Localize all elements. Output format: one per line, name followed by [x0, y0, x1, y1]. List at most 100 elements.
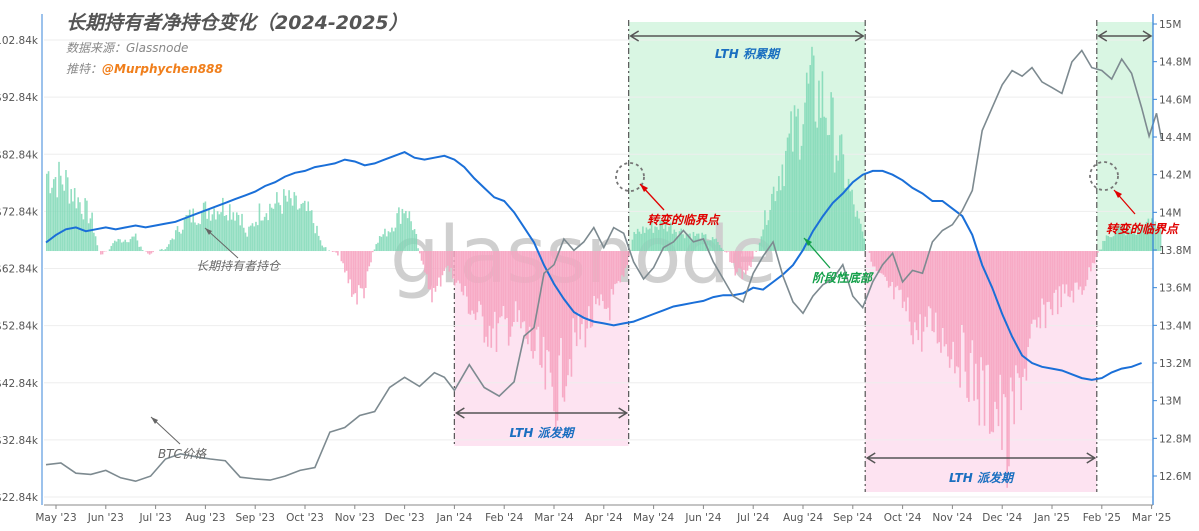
net-position-bar: [844, 188, 846, 252]
net-position-bar: [746, 251, 749, 271]
net-position-bar: [858, 218, 860, 252]
net-position-bar: [305, 211, 308, 252]
net-position-bar: [769, 209, 771, 252]
net-position-bar: [218, 214, 221, 252]
net-position-bar: [647, 229, 649, 252]
net-position-bar: [720, 247, 723, 252]
net-position-bar: [1102, 240, 1104, 252]
net-position-bar: [1018, 251, 1021, 378]
net-position-bar: [147, 251, 149, 254]
net-position-bar: [356, 251, 358, 305]
net-position-bar: [1083, 251, 1085, 291]
net-position-bar: [1001, 251, 1003, 450]
net-position-bar: [666, 231, 669, 252]
net-position-bar: [893, 251, 895, 300]
accum-range-arrow-head-right: [854, 30, 865, 42]
distrib-phase-label-2: LTH 派发期: [949, 471, 1015, 485]
net-position-bar: [955, 251, 958, 367]
net-position-bar: [399, 223, 402, 252]
net-position-bar: [849, 191, 852, 252]
net-position-bar: [1091, 251, 1094, 263]
turning-point-arrowhead: [640, 184, 648, 192]
net-position-bar: [230, 219, 233, 252]
net-position-bar: [317, 235, 320, 252]
net-position-bar: [640, 233, 642, 252]
chart-title: 长期持有者净持仓变化（2024-2025）: [66, 12, 408, 34]
x-tick-label: Sep '23: [236, 512, 275, 524]
net-position-bar: [725, 251, 728, 253]
net-position-bar: [378, 236, 381, 252]
net-position-bar: [1055, 251, 1057, 290]
net-position-bar: [732, 251, 735, 263]
net-position-bar: [1076, 251, 1078, 283]
net-position-bar: [767, 220, 770, 252]
net-position-bar: [1159, 229, 1162, 252]
net-position-bar: [643, 232, 646, 252]
net-position-bar: [364, 251, 367, 288]
net-position-bar: [488, 251, 491, 326]
net-position-bar: [452, 251, 454, 279]
net-position-bar: [1130, 228, 1132, 252]
net-position-bar: [436, 251, 439, 286]
net-position-bar: [307, 201, 310, 252]
net-position-bar: [274, 203, 276, 252]
net-position-bar: [676, 236, 679, 252]
net-position-bar: [96, 245, 99, 252]
net-position-bar: [504, 251, 507, 320]
net-position-bar: [591, 251, 594, 327]
net-position-bar: [701, 232, 703, 252]
net-position-bar: [880, 251, 883, 274]
net-position-bar: [361, 251, 364, 289]
net-position-bar: [80, 213, 83, 252]
net-position-bar: [483, 251, 486, 343]
turning-point-circle: [615, 162, 645, 192]
net-position-bar: [1022, 251, 1024, 378]
net-position-bar: [1058, 251, 1061, 287]
net-position-bar: [1104, 240, 1106, 252]
net-position-bar: [891, 251, 893, 282]
net-position-bar: [1046, 251, 1049, 303]
net-position-bar: [1098, 249, 1101, 252]
net-position-bar: [593, 251, 595, 296]
net-position-bar: [286, 201, 289, 252]
net-position-bar: [382, 234, 384, 252]
net-position-bar: [1032, 251, 1035, 320]
net-position-bar: [136, 240, 139, 252]
net-position-bar: [943, 251, 946, 347]
net-position-bar: [668, 226, 670, 252]
net-position-bar: [851, 189, 853, 252]
net-position-bar: [222, 197, 224, 252]
net-position-bar: [1041, 251, 1043, 299]
net-position-bar: [406, 218, 409, 252]
net-position-bar: [384, 228, 386, 252]
net-position-bar: [624, 251, 627, 269]
net-position-bar: [256, 225, 259, 252]
net-position-bar: [645, 227, 648, 252]
net-position-bar: [439, 251, 442, 287]
net-position-bar: [161, 248, 163, 252]
net-position-bar: [1093, 251, 1096, 264]
net-position-bar: [216, 211, 219, 252]
net-position-bar: [279, 205, 282, 252]
net-position-bar: [649, 228, 651, 252]
net-position-bar: [1029, 251, 1031, 339]
net-position-bar: [830, 92, 832, 252]
net-position-bar: [1053, 251, 1056, 293]
net-position-bar: [823, 116, 825, 252]
net-position-bar: [466, 251, 468, 297]
net-position-bar: [744, 251, 747, 275]
net-position-bar: [293, 192, 296, 252]
net-position-bar: [425, 251, 428, 275]
net-position-bar: [235, 212, 238, 252]
net-position-bar: [359, 251, 362, 289]
net-position-bar: [703, 234, 705, 252]
net-position-bar: [539, 251, 541, 366]
net-position-bar: [262, 220, 264, 252]
net-position-bar: [621, 251, 623, 276]
net-position-bar: [528, 251, 531, 327]
net-position-bar: [370, 251, 372, 263]
net-position-bar: [978, 251, 981, 426]
net-position-bar: [124, 239, 127, 252]
author-handle[interactable]: @Murphychen888: [102, 62, 223, 76]
x-tick-label: Jun '23: [87, 512, 124, 524]
